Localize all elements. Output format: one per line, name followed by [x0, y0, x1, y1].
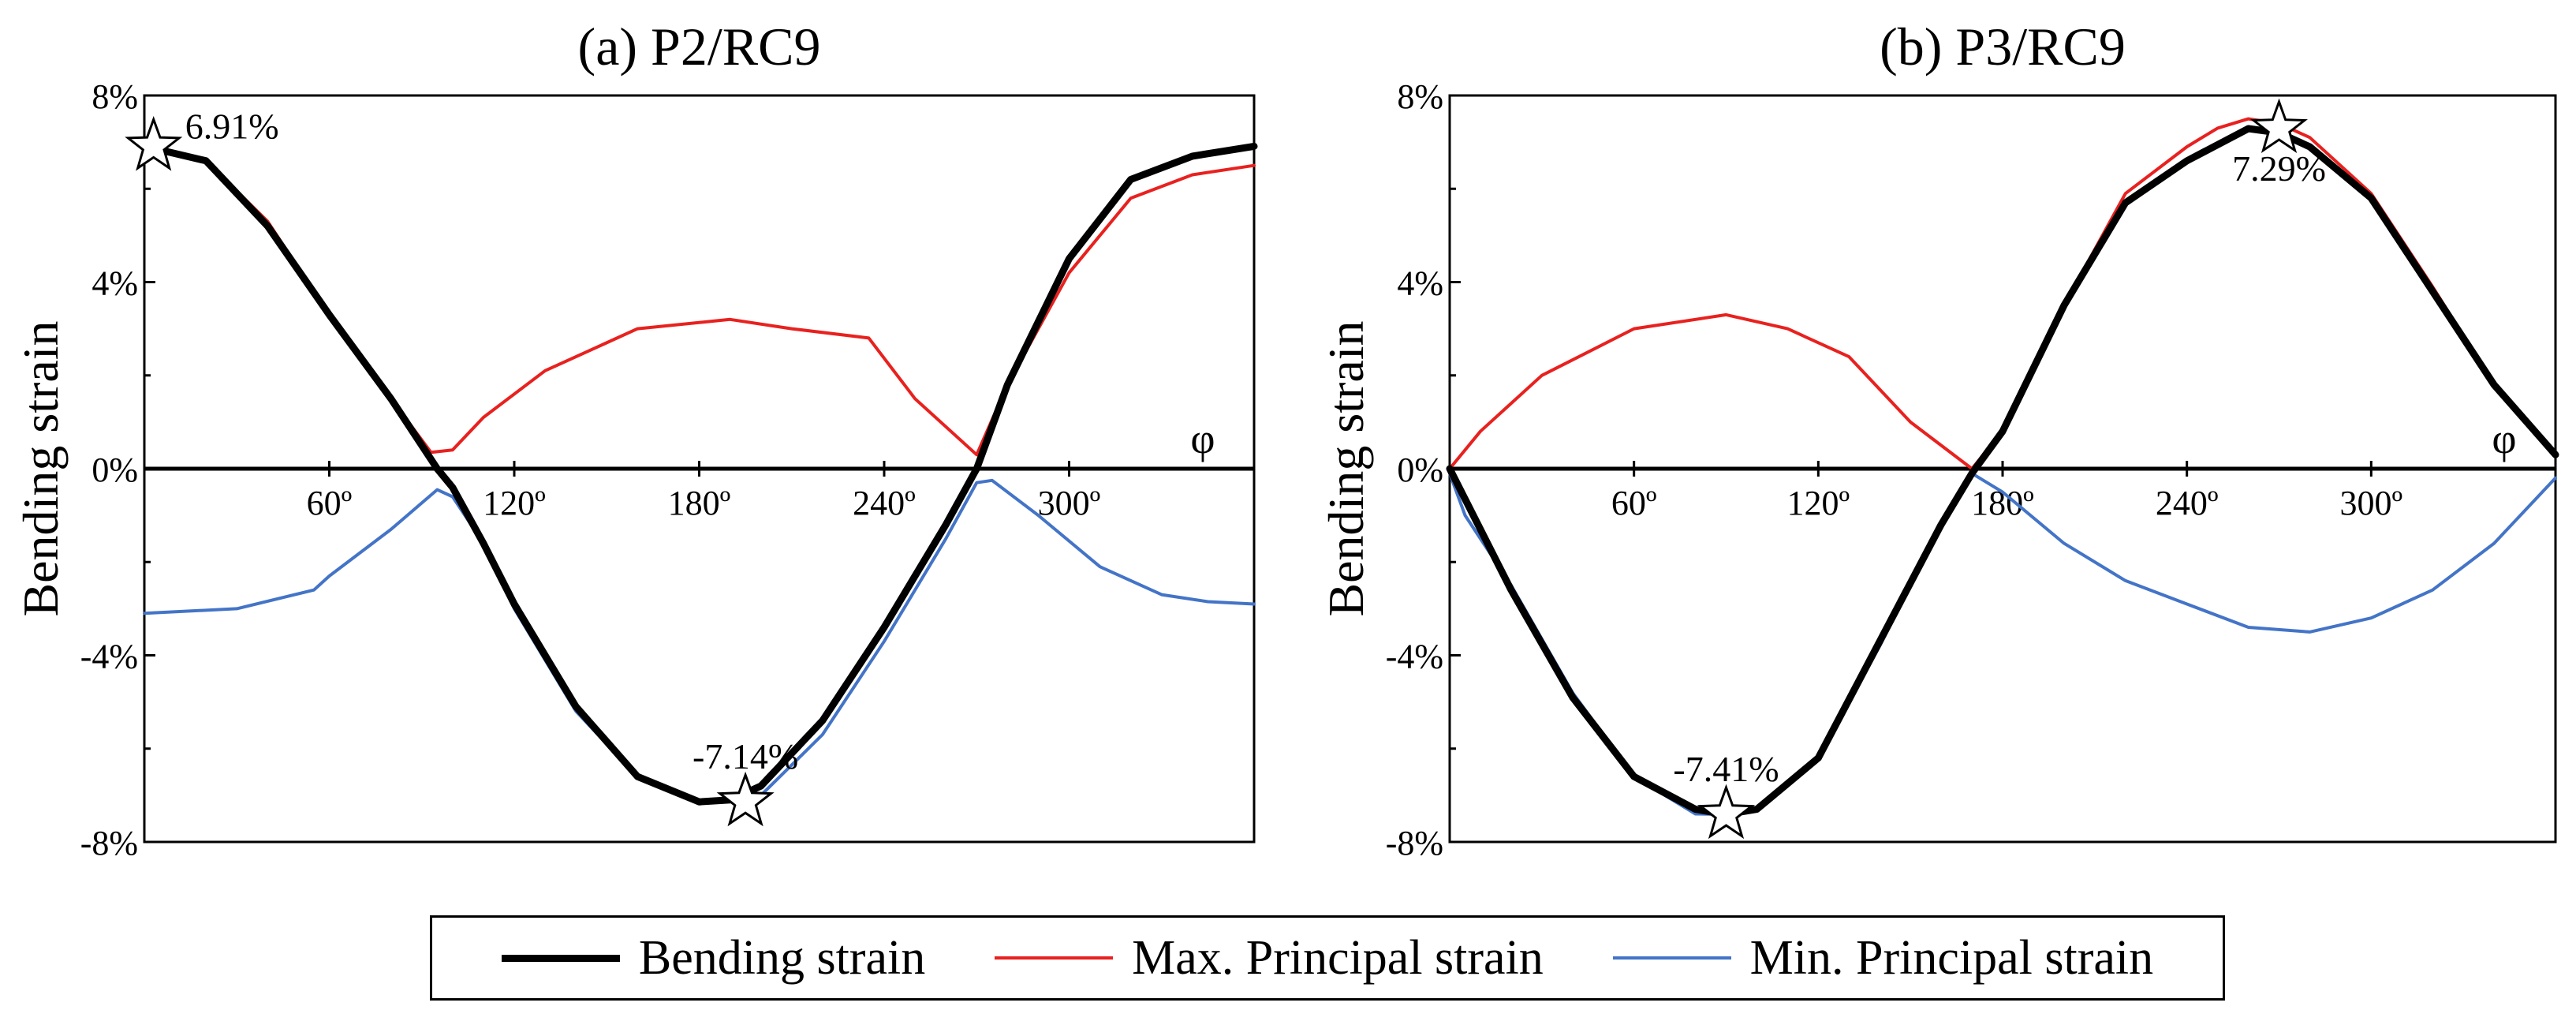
- peak-value-label: 7.29%: [2232, 148, 2326, 189]
- x-axis-label: φ: [1190, 415, 1215, 462]
- panel-b: (b) P3/RC9 Bending strain -8% -4% 0% 4% 8% 60º 1…: [1318, 17, 2559, 862]
- x-tick-label: 240º: [853, 484, 916, 522]
- y-tick-label: 4%: [1397, 264, 1443, 303]
- series-line-max-principal-strain: [143, 144, 1256, 457]
- x-tick-label: 120º: [483, 484, 546, 522]
- y-tick-label: -4%: [80, 638, 138, 676]
- legend-swatch-min-principal: [1612, 956, 1731, 960]
- legend-item-bending: Bending strain: [501, 930, 926, 986]
- series-line-bending-strain: [1446, 125, 2559, 818]
- peak-value-label: 6.91%: [185, 106, 279, 146]
- chart-title: (b) P3/RC9: [1880, 17, 2126, 77]
- y-tick-label: -4%: [1386, 638, 1443, 676]
- y-axis-label: Bending strain: [13, 320, 69, 616]
- legend-label-max-principal: Max. Principal strain: [1132, 930, 1544, 985]
- y-tick-label: 8%: [1397, 77, 1443, 116]
- legend-item-max-principal: Max. Principal strain: [995, 930, 1544, 986]
- y-tick-label: -8%: [80, 824, 138, 862]
- series-line-max-principal-strain: [1448, 117, 2557, 470]
- panel-a: (a) P2/RC9 Bending strain -8% -4% 0% 4% 8% 60º 1…: [13, 17, 1258, 862]
- legend: Bending strain Max. Principal strain Min…: [430, 915, 2225, 1001]
- chart-title: (a) P2/RC9: [578, 17, 821, 77]
- y-axis-label: Bending strain: [1318, 320, 1374, 616]
- peak-value-label: -7.41%: [1673, 749, 1779, 789]
- legend-swatch-bending: [501, 954, 620, 962]
- y-tick-label: 8%: [91, 77, 138, 116]
- x-tick-label: 300º: [2340, 484, 2403, 522]
- x-tick-label: 180º: [668, 484, 731, 522]
- peak-star-marker: [1697, 784, 1755, 840]
- y-tick-label: 0%: [1397, 451, 1443, 489]
- peak-star-marker: [716, 771, 775, 827]
- x-tick-label: 120º: [1787, 484, 1850, 522]
- series-line-bending-strain: [140, 142, 1258, 806]
- x-tick-label: 60º: [1611, 484, 1657, 522]
- x-tick-label: 180º: [1971, 484, 2034, 522]
- peak-star-marker: [125, 116, 183, 171]
- peak-value-label: -7.14%: [693, 736, 798, 776]
- legend-item-min-principal: Min. Principal strain: [1612, 930, 2154, 986]
- series-line-min-principal-strain: [1448, 471, 2557, 817]
- x-axis-label: φ: [2492, 415, 2516, 462]
- x-tick-label: 60º: [307, 484, 353, 522]
- y-tick-label: 4%: [91, 264, 138, 303]
- legend-swatch-max-principal: [995, 956, 1114, 960]
- x-tick-label: 300º: [1038, 484, 1101, 522]
- legend-label-min-principal: Min. Principal strain: [1749, 930, 2154, 985]
- x-tick-label: 240º: [2156, 484, 2219, 522]
- y-tick-label: -8%: [1386, 824, 1443, 862]
- legend-label-bending: Bending strain: [638, 930, 926, 985]
- peak-star-marker: [2250, 98, 2308, 154]
- y-tick-label: 0%: [91, 451, 138, 489]
